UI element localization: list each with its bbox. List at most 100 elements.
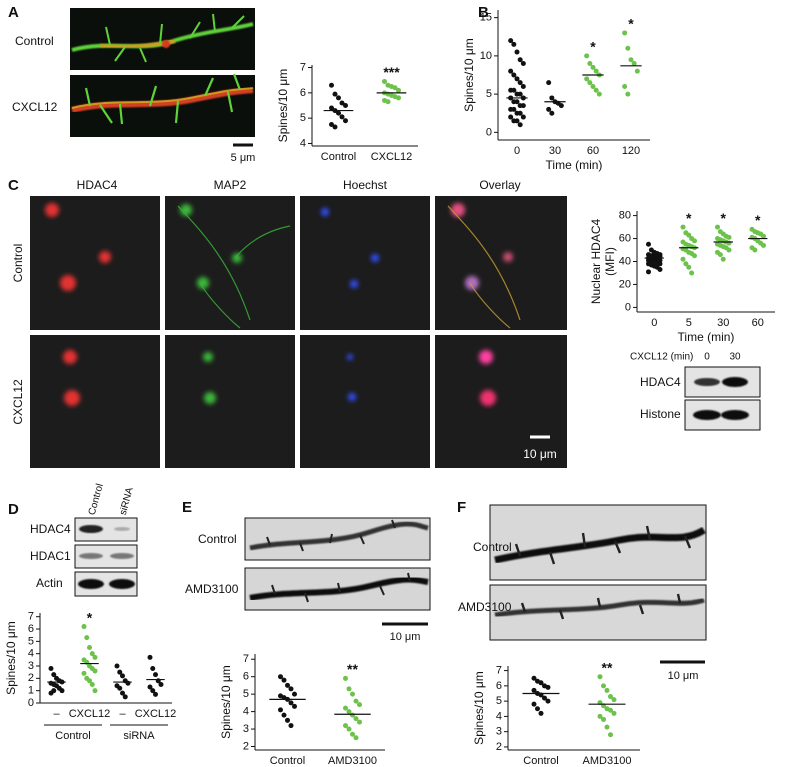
dot: [48, 665, 54, 671]
x-tick-label: Control: [321, 151, 356, 163]
column-label: Hoechst: [343, 178, 388, 192]
x-axis-label: Time (min): [678, 330, 735, 344]
row-label: Control: [11, 244, 25, 283]
y-tick-label: 2: [28, 672, 34, 684]
dot: [332, 91, 338, 97]
dot: [604, 687, 610, 693]
dot: [122, 694, 128, 700]
x-tick-label: 30: [717, 317, 729, 329]
dot: [622, 30, 628, 36]
dot: [520, 114, 526, 120]
band-label: HDAC4: [30, 522, 71, 536]
y-axis-label: Spines/10 μm: [276, 69, 290, 143]
x-tick-label: 5: [686, 317, 692, 329]
dot: [604, 724, 610, 730]
dot: [343, 705, 348, 711]
dot: [631, 61, 637, 67]
dot: [92, 668, 98, 674]
dot: [396, 87, 401, 93]
dot: [51, 672, 57, 678]
x-tick-label: CXCL12: [371, 151, 413, 163]
dot: [353, 716, 359, 722]
dot: [683, 261, 689, 267]
dot: [332, 124, 338, 130]
dot: [538, 680, 544, 686]
y-tick-label: 5: [496, 695, 502, 707]
y-tick-label: 6: [496, 680, 502, 692]
dot: [147, 684, 153, 690]
y-tick-label: 5: [243, 688, 249, 700]
dot: [590, 83, 596, 89]
dot: [350, 731, 355, 737]
panel-label: E: [182, 499, 192, 516]
dot: [726, 234, 732, 240]
dot: [549, 95, 555, 101]
dot: [343, 723, 348, 729]
dot: [590, 64, 596, 70]
dot: [508, 38, 514, 44]
y-tick-label: 80: [619, 209, 631, 221]
scale-label: 10 μm: [668, 670, 699, 682]
dot: [546, 106, 552, 112]
dot: [339, 100, 345, 106]
scale-label: 10 μm: [523, 447, 557, 461]
y-tick-label: 7: [300, 61, 306, 73]
dot: [59, 688, 65, 694]
dot: [517, 57, 523, 63]
y-tick-label: 3: [496, 726, 502, 738]
row-label: Control: [15, 34, 54, 48]
dot: [508, 114, 514, 120]
x-tick-label: 0: [651, 317, 657, 329]
y-axis-label: Spines/10 μm: [4, 621, 18, 695]
row-label: Control: [198, 532, 237, 546]
dot: [511, 87, 517, 93]
y-tick-label: 0: [28, 697, 34, 709]
dot: [542, 695, 547, 701]
dot: [343, 103, 348, 108]
dot: [150, 688, 156, 694]
band-label: HDAC1: [30, 549, 71, 563]
micrograph: [244, 517, 431, 626]
dot: [511, 106, 517, 112]
dot: [285, 682, 290, 688]
dot: [114, 663, 120, 669]
dot: [339, 114, 345, 120]
dot: [346, 709, 352, 715]
dot: [153, 691, 158, 697]
dot: [680, 224, 686, 230]
dot: [752, 247, 758, 253]
x-tick-label: 60: [752, 317, 764, 329]
y-tick-label: 2: [496, 741, 502, 753]
dot: [593, 68, 599, 74]
dot: [285, 717, 290, 723]
dot: [514, 76, 520, 82]
x-tick-label: CXCL12: [135, 708, 177, 720]
dot: [346, 726, 352, 732]
dot: [531, 687, 537, 693]
dot: [92, 654, 98, 660]
x-tick-label: 120: [622, 145, 640, 157]
dot: [520, 83, 526, 89]
group-label: Control: [55, 730, 90, 742]
y-tick-label: 0: [486, 126, 492, 138]
dot: [646, 269, 651, 275]
dot: [514, 99, 520, 105]
y-tick-label: 6: [243, 671, 249, 683]
x-tick-label: –: [53, 708, 60, 720]
dot: [329, 82, 334, 88]
dot: [611, 710, 617, 716]
significance: *: [87, 609, 93, 625]
x-tick-label: AMD3100: [583, 755, 632, 767]
dot: [147, 654, 153, 660]
y-axis-label: (MFI): [603, 247, 617, 276]
row-label: Control: [473, 540, 512, 554]
dot: [692, 238, 697, 244]
dot: [153, 672, 158, 678]
dot: [715, 224, 720, 230]
row-label: CXCL12: [11, 379, 25, 425]
y-tick-label: 5: [300, 112, 306, 124]
dot: [520, 61, 526, 67]
x-tick-label: –: [119, 708, 126, 720]
scale-label: 10 μm: [390, 631, 421, 643]
